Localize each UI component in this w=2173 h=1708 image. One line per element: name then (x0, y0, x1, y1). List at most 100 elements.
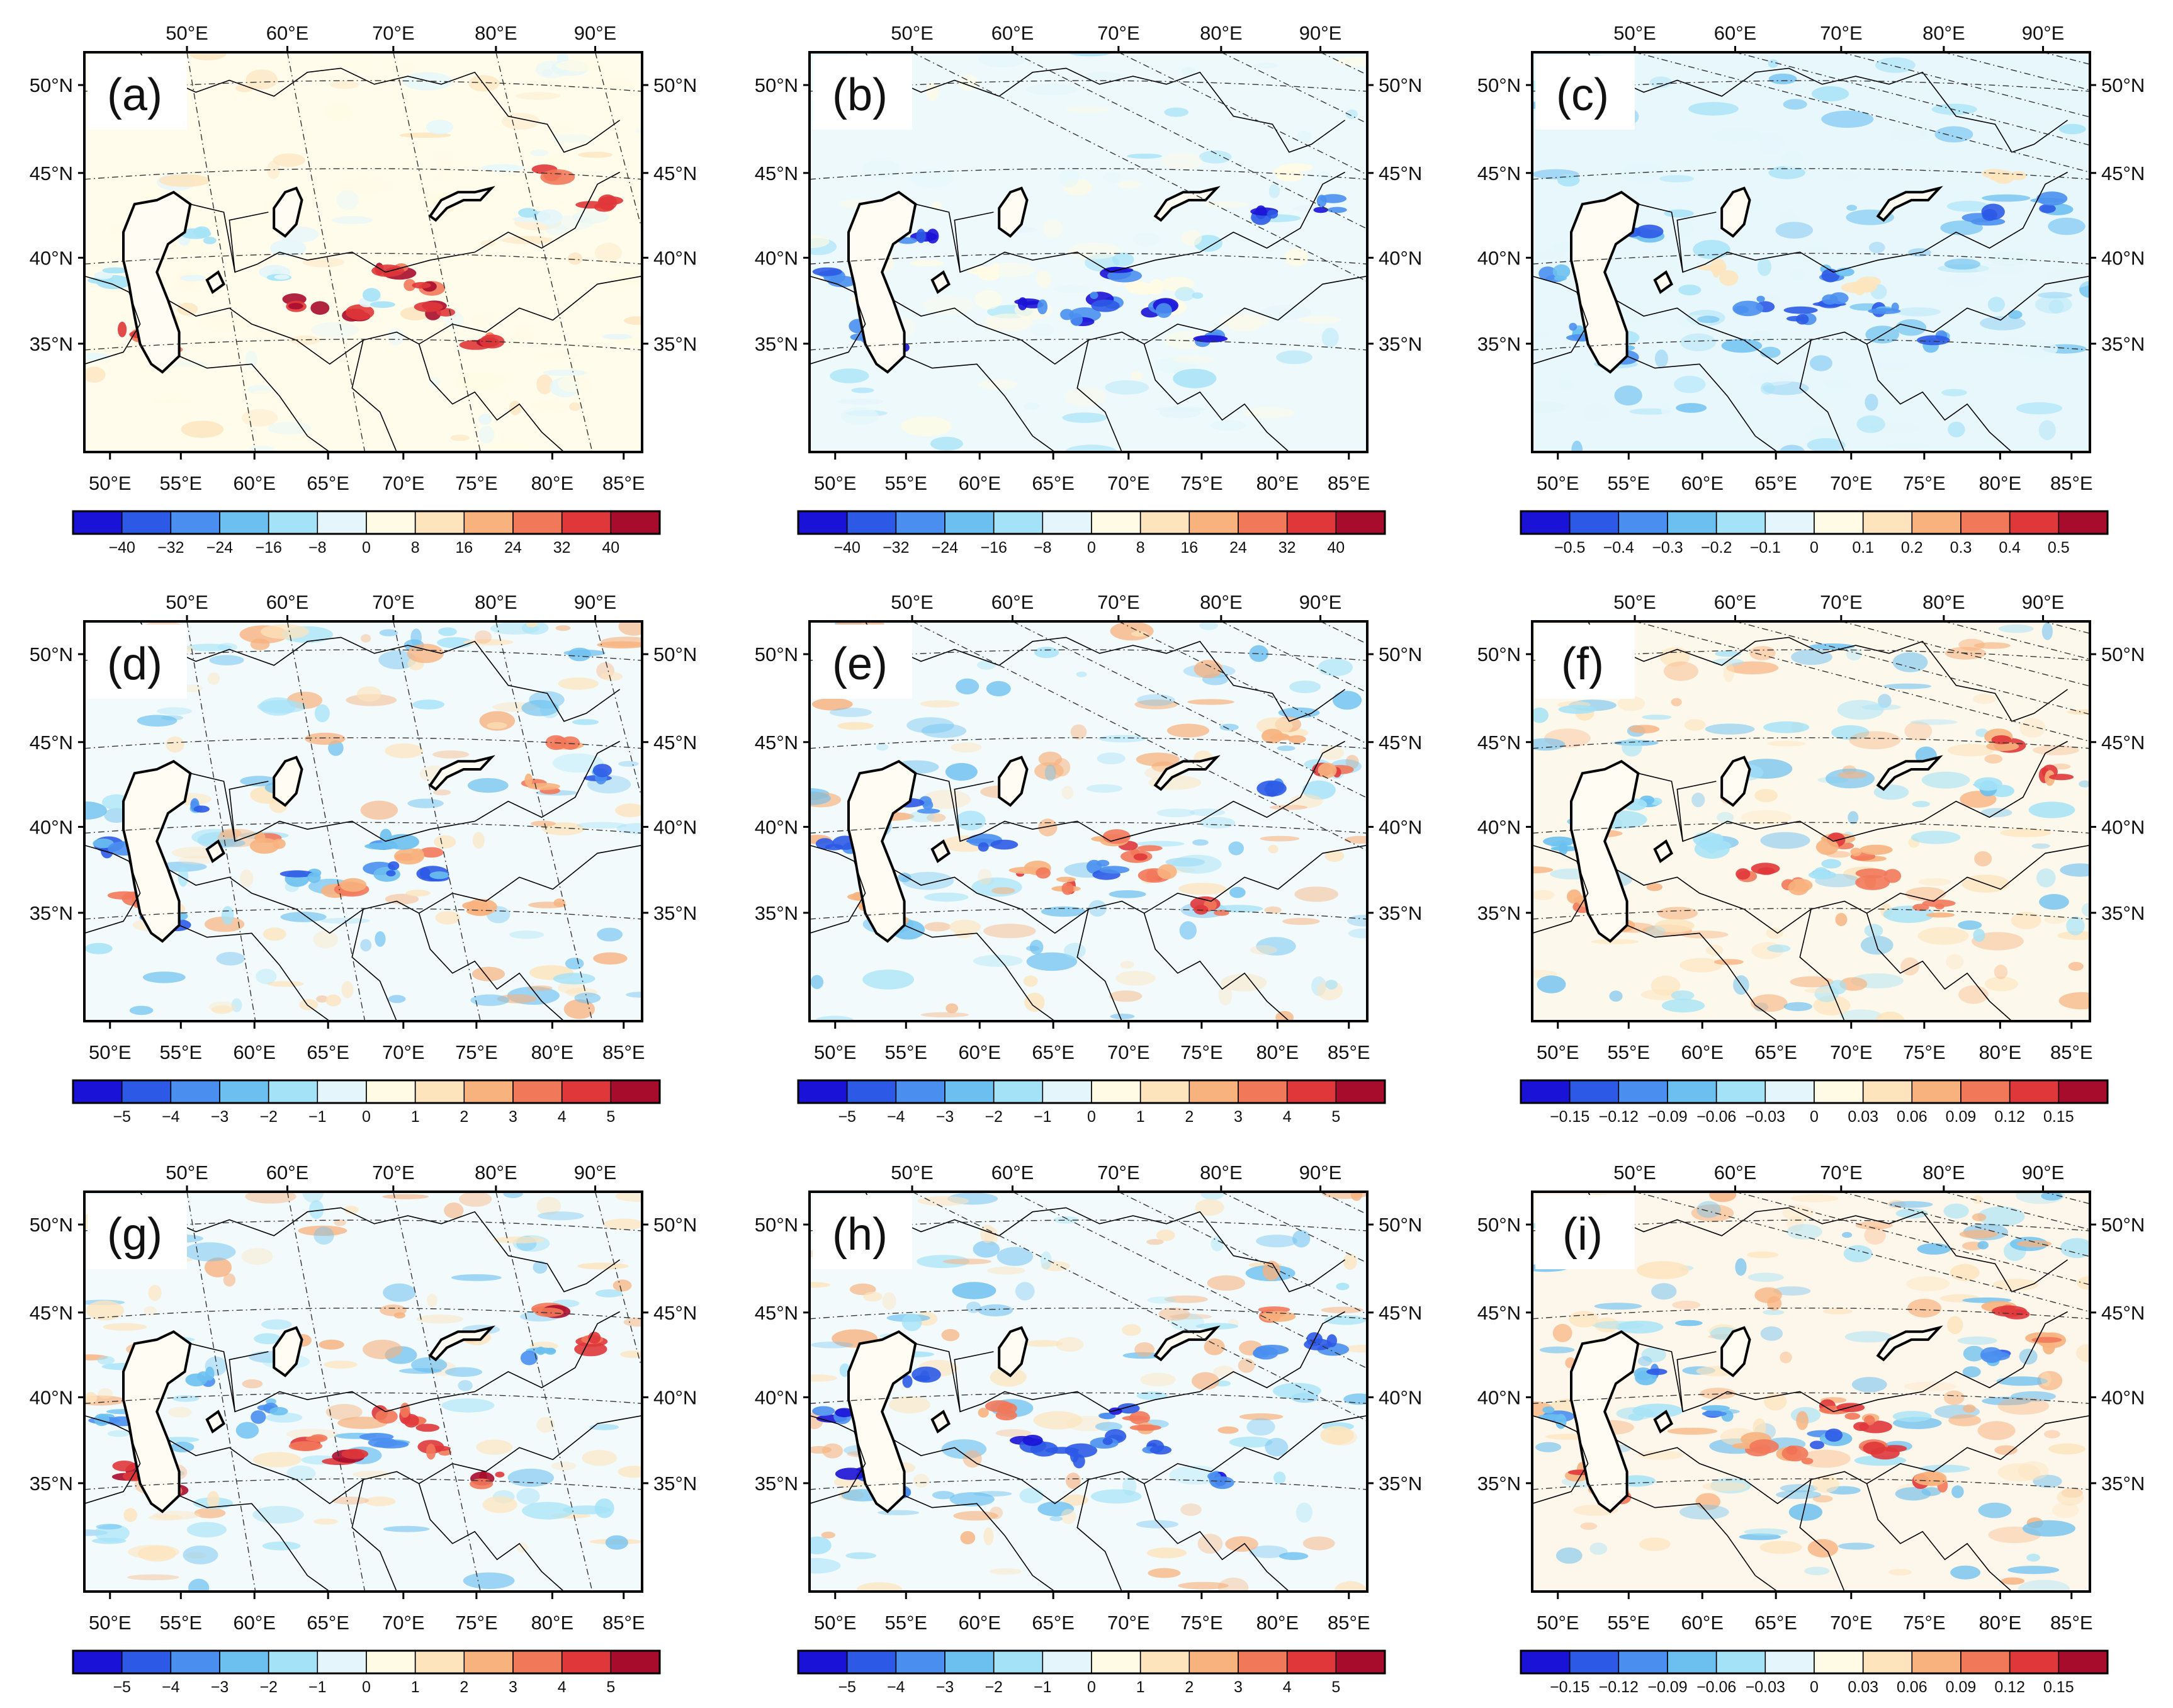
field-patch (194, 1507, 226, 1519)
bottom-longitude-label: 50°E (89, 472, 132, 494)
field-patch (2048, 299, 2064, 314)
kara-bogaz-gol (205, 1410, 226, 1434)
latitude-line (84, 1478, 642, 1490)
colorbar: −0.15 −0.12 −0.09 −0.06 −0.03 0 0.03 0.06 0.09 0.… (1520, 1649, 2109, 1696)
country-border (229, 1351, 269, 1412)
field-patch (1294, 886, 1338, 902)
anomaly-blob (2009, 171, 2026, 181)
panel-label: (i) (1562, 1209, 1603, 1260)
field-patch (1888, 1201, 1933, 1208)
field-patch (1041, 1261, 1070, 1272)
field-patch (478, 414, 492, 425)
country-border (810, 844, 866, 934)
colorbar-label: −0.15 (1550, 1678, 1589, 1696)
anomaly-blob (1543, 836, 1575, 847)
meridian-line (912, 621, 1367, 851)
field-patch (1918, 878, 1951, 886)
field-patch (612, 1279, 632, 1292)
map-panel-g: (g)50°E 60°E 70°E 80°E 90°E50°E 55°E 60°E 65°E 7… (30, 1162, 697, 1696)
field-patch (1994, 964, 2008, 980)
field-patch (405, 890, 431, 896)
field-patch (1169, 1465, 1222, 1485)
field-patch (1846, 205, 1858, 211)
aral-sea (1720, 1326, 1751, 1377)
field-patch (451, 1274, 502, 1281)
field-patch (528, 902, 567, 908)
colorbar-swatch (366, 1080, 416, 1104)
top-longitude-label: 70°E (1097, 22, 1140, 44)
meridian-line (286, 52, 366, 452)
anomaly-field (810, 1192, 1367, 1592)
field-patch (1178, 883, 1227, 895)
field-patch (171, 242, 210, 256)
field-patch (1681, 930, 1729, 939)
colorbar-label: −32 (157, 539, 184, 557)
anomaly-blob (1912, 903, 1929, 911)
anomaly-blob (1857, 276, 1882, 287)
latitude-line (1532, 252, 2090, 265)
field-patch (1864, 1226, 1886, 1245)
field-patch (254, 330, 287, 339)
field-patch (241, 1248, 273, 1265)
colorbar-swatch (170, 511, 220, 534)
field-patch (810, 235, 830, 248)
field-patch (1295, 1502, 1312, 1523)
anomaly-blob (1537, 1414, 1566, 1420)
field-patch (1782, 1205, 1814, 1221)
field-patch (1229, 1437, 1273, 1448)
anomaly-blob (1099, 866, 1130, 874)
field-patch (810, 975, 824, 990)
field-patch (1796, 1411, 1809, 1430)
bottom-longitude-label: 65°E (1754, 1612, 1797, 1634)
bottom-longitude-label: 80°E (1256, 1612, 1299, 1634)
country-border (1866, 1483, 2012, 1592)
country-border (954, 781, 994, 842)
field-patch (127, 1544, 180, 1559)
top-longitude-label: 60°E (1714, 1162, 1757, 1184)
field-patch (1696, 1201, 1721, 1218)
field-patch (1268, 184, 1280, 198)
field-patch (1684, 719, 1706, 731)
aral-sea (998, 1326, 1029, 1377)
colorbar-swatch (1814, 1650, 1864, 1674)
field-patch (1324, 850, 1345, 862)
field-patch (1980, 316, 2026, 331)
country-border (915, 740, 1345, 842)
colorbar-label: −3 (936, 1678, 954, 1696)
bottom-longitude-label: 55°E (159, 472, 202, 494)
colorbar-swatch (1764, 1650, 1815, 1674)
bottom-longitude-label: 50°E (1537, 1041, 1579, 1063)
bottom-longitude-label: 55°E (1607, 1612, 1650, 1634)
top-longitude-label: 60°E (991, 1162, 1034, 1184)
colorbar-label: −0.06 (1696, 1108, 1736, 1126)
left-latitude-label: 35°N (30, 1473, 73, 1495)
field-patch (594, 242, 623, 263)
anomaly-blob (926, 229, 939, 244)
colorbar-swatch (993, 511, 1044, 534)
field-patch (1628, 725, 1660, 733)
field-patch (1876, 361, 1909, 370)
anomaly-blob (1756, 295, 1765, 303)
right-latitude-label: 40°N (1379, 1386, 1422, 1408)
field-patch (2041, 1192, 2063, 1201)
field-patch (1788, 1503, 1822, 1521)
anomaly-blob (2039, 204, 2056, 213)
right-latitude-label: 50°N (1379, 643, 1422, 665)
colorbar-label: 0.3 (1950, 539, 1972, 557)
colorbar-swatch (993, 1080, 1044, 1104)
field-patch (1614, 385, 1642, 406)
colorbar-label: −1 (308, 1108, 327, 1126)
field-patch (1839, 1009, 1882, 1021)
caspian-sea (1570, 1330, 1640, 1513)
field-patch (211, 1005, 234, 1014)
colorbar-label: 5 (1331, 1678, 1340, 1696)
field-patch (1532, 251, 1564, 259)
field-patch (129, 1005, 154, 1015)
anomaly-blob (495, 1471, 505, 1478)
anomaly-blob (1815, 839, 1839, 856)
country-border (810, 275, 866, 365)
left-latitude-label: 45°N (755, 732, 798, 754)
anomaly-blob (1037, 299, 1048, 315)
bottom-longitude-label: 75°E (1903, 472, 1946, 494)
right-latitude-label: 40°N (2101, 247, 2145, 269)
